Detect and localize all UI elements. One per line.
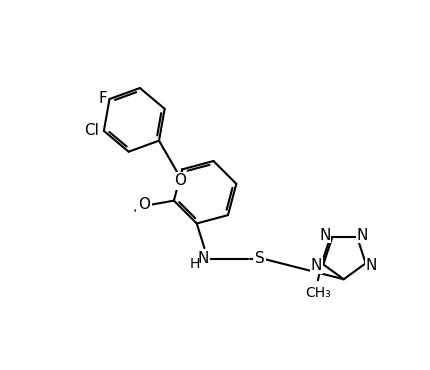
Text: F: F: [98, 91, 107, 106]
Text: O: O: [173, 173, 185, 188]
Text: N: N: [318, 228, 330, 243]
Text: Cl: Cl: [84, 124, 99, 138]
Text: H: H: [190, 256, 200, 270]
Text: N: N: [197, 251, 208, 266]
Text: S: S: [255, 251, 264, 266]
Text: N: N: [365, 258, 376, 273]
Text: O: O: [138, 197, 150, 212]
Text: N: N: [310, 258, 321, 273]
Text: O: O: [138, 197, 150, 212]
Text: CH₃: CH₃: [304, 286, 330, 300]
Text: N: N: [356, 228, 368, 243]
